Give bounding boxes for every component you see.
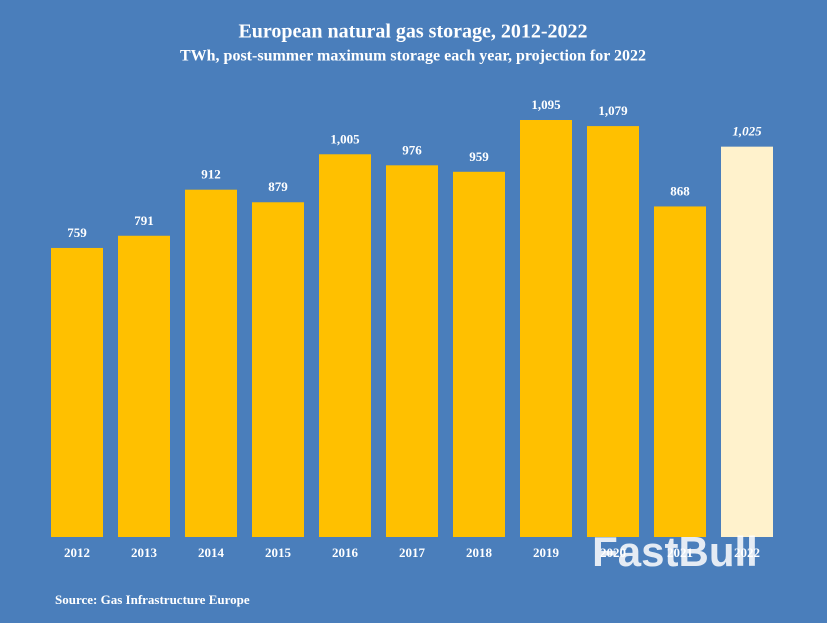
source: Source: Gas Infrastructure Europe: [55, 592, 250, 607]
value-label: 1,005: [330, 131, 360, 146]
x-tick-label: 2021: [667, 545, 693, 560]
value-label: 759: [67, 225, 87, 240]
x-tick-label: 2018: [466, 545, 493, 560]
watermark: FastBull: [592, 528, 758, 575]
bar: [520, 120, 572, 537]
bar: [185, 189, 237, 537]
bar: [319, 154, 371, 537]
x-tick-label: 2022: [734, 545, 760, 560]
value-label: 879: [268, 179, 288, 194]
x-tick-label: 2014: [198, 545, 225, 560]
value-label: 868: [670, 183, 690, 198]
value-label: 976: [402, 142, 422, 157]
x-tick-label: 2017: [399, 545, 426, 560]
bar: [453, 171, 505, 537]
bar: [51, 247, 103, 537]
x-tick-label: 2020: [600, 545, 626, 560]
value-label: 912: [201, 167, 221, 182]
value-label: 1,095: [531, 97, 561, 112]
x-tick-label: 2012: [64, 545, 90, 560]
chart-title: European natural gas storage, 2012-2022: [238, 21, 587, 43]
value-label: 791: [134, 213, 154, 228]
bar: [587, 126, 639, 538]
x-tick-label: 2016: [332, 545, 359, 560]
x-tick-label: 2013: [131, 545, 158, 560]
bar: [252, 202, 304, 537]
value-label: 1,025: [732, 124, 762, 139]
bar: [386, 165, 438, 537]
bar: [721, 146, 773, 537]
value-label: 959: [469, 149, 489, 164]
bar: [118, 235, 170, 537]
value-label: 1,079: [598, 103, 628, 118]
x-tick-label: 2015: [265, 545, 292, 560]
bar: [654, 206, 706, 537]
x-tick-label: 2019: [533, 545, 560, 560]
chart-subtitle: TWh, post-summer maximum storage each ye…: [180, 48, 646, 65]
